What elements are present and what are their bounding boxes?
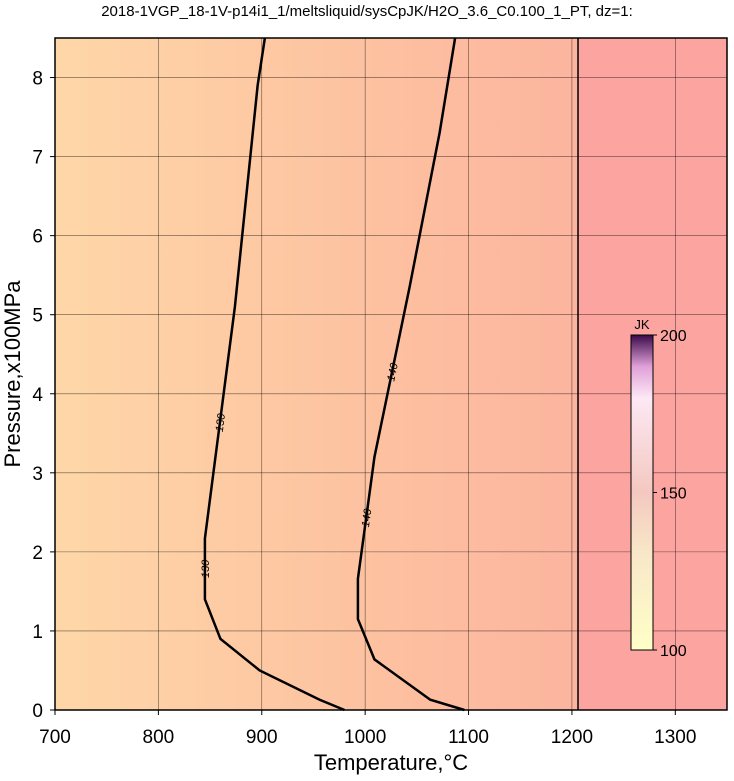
x-tick-label: 1200 — [551, 727, 593, 748]
y-tick-label: 7 — [32, 148, 43, 169]
y-tick-label: 4 — [32, 385, 43, 406]
x-tick-label: 900 — [246, 727, 278, 748]
colorbar-tick-label: 100 — [660, 643, 687, 660]
contour-line — [203, 37, 345, 712]
y-tick-label: 6 — [32, 227, 43, 248]
y-axis-label: Pressure,x100MPa — [0, 280, 25, 468]
contour-label: 140 — [360, 507, 374, 528]
contour-label: 130 — [200, 559, 212, 578]
contour-label: 140 — [385, 361, 401, 382]
contour-label: 130 — [214, 412, 228, 433]
colorbar-label: JK — [634, 317, 650, 332]
colorbar — [630, 334, 654, 651]
y-tick-label: 5 — [32, 306, 43, 327]
y-tick-label: 0 — [32, 701, 43, 722]
x-axis-label: Temperature,°C — [314, 750, 468, 775]
y-tick-label: 1 — [32, 622, 43, 643]
plot-frame — [54, 37, 728, 711]
chart-title: 2018-1VGP_18-1V-p14i1_1/meltsliquid/sysC… — [101, 3, 633, 20]
colorbar-tick-label: 150 — [660, 486, 687, 503]
contour-line — [356, 37, 465, 712]
x-tick-label: 1100 — [448, 727, 489, 748]
x-tick-label: 700 — [39, 727, 71, 748]
x-tick-label: 800 — [143, 727, 175, 748]
y-tick-label: 3 — [32, 464, 43, 485]
x-tick-label: 1300 — [654, 727, 696, 748]
grid — [54, 38, 727, 711]
y-tick-label: 2 — [32, 543, 43, 564]
y-tick-label: 8 — [32, 69, 43, 90]
contours: 130 130 140 140 — [200, 37, 465, 712]
x-tick-label: 1000 — [344, 727, 386, 748]
colorbar-tick-label: 200 — [660, 328, 687, 345]
